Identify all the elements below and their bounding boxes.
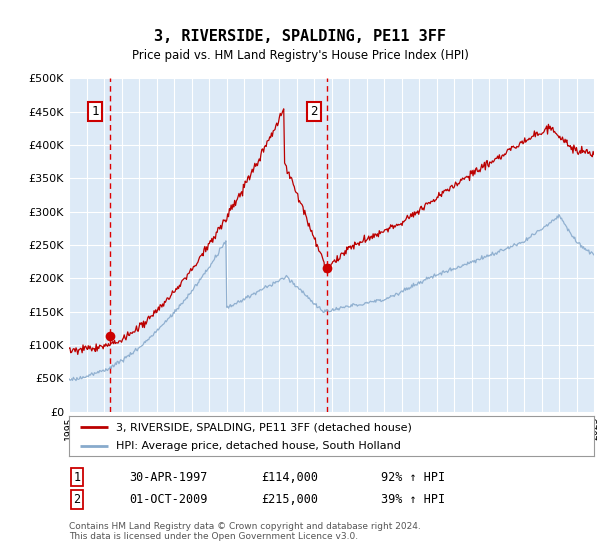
Text: 2: 2 (310, 105, 318, 118)
Text: 39% ↑ HPI: 39% ↑ HPI (381, 493, 445, 506)
Text: 01-OCT-2009: 01-OCT-2009 (129, 493, 208, 506)
Text: £114,000: £114,000 (261, 470, 318, 484)
Text: 3, RIVERSIDE, SPALDING, PE11 3FF: 3, RIVERSIDE, SPALDING, PE11 3FF (154, 29, 446, 44)
Text: 2: 2 (73, 493, 80, 506)
Text: Contains HM Land Registry data © Crown copyright and database right 2024.
This d: Contains HM Land Registry data © Crown c… (69, 522, 421, 542)
Text: 1: 1 (73, 470, 80, 484)
Text: 92% ↑ HPI: 92% ↑ HPI (381, 470, 445, 484)
Text: 30-APR-1997: 30-APR-1997 (129, 470, 208, 484)
Text: Price paid vs. HM Land Registry's House Price Index (HPI): Price paid vs. HM Land Registry's House … (131, 49, 469, 63)
Text: £215,000: £215,000 (261, 493, 318, 506)
Text: 3, RIVERSIDE, SPALDING, PE11 3FF (detached house): 3, RIVERSIDE, SPALDING, PE11 3FF (detach… (116, 422, 412, 432)
Text: 1: 1 (91, 105, 99, 118)
Text: HPI: Average price, detached house, South Holland: HPI: Average price, detached house, Sout… (116, 441, 401, 451)
